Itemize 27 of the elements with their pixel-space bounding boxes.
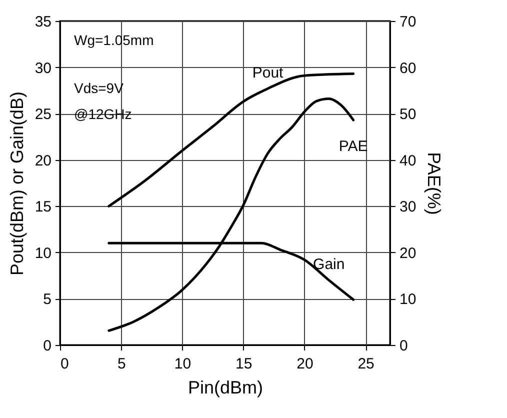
y-tick-label: 10 xyxy=(34,244,52,262)
x-tick-label: 15 xyxy=(235,356,252,372)
y2-tick-label: 20 xyxy=(400,244,416,262)
x-axis-title: Pin(dBm) xyxy=(188,378,264,398)
y2-tick-label: 60 xyxy=(400,60,416,77)
y-tick-label: 0 xyxy=(43,338,52,354)
y-tick-label: 25 xyxy=(34,106,52,124)
y-tick-label: 20 xyxy=(34,152,52,170)
y2-tick-label: 50 xyxy=(400,106,416,124)
y2-tick-label: 10 xyxy=(400,291,416,308)
x-tick-label: 25 xyxy=(358,356,374,372)
x-tick-label: 5 xyxy=(117,356,126,372)
x-tick-label: 10 xyxy=(174,356,192,372)
series-label: Pout xyxy=(252,64,284,82)
y2-tick-label: 70 xyxy=(400,14,416,30)
x-tick-label: 0 xyxy=(60,356,69,372)
y2-axis-title: PAE(%) xyxy=(424,152,444,215)
y-tick-label: 30 xyxy=(34,60,52,77)
y-tick-label: 15 xyxy=(34,198,52,216)
y2-tick-label: 0 xyxy=(400,338,408,354)
y2-tick-label: 40 xyxy=(400,152,416,170)
y-tick-label: 35 xyxy=(34,14,52,30)
y-tick-label: 5 xyxy=(43,291,52,308)
y2-tick-label: 30 xyxy=(400,198,416,216)
series-label: Gain xyxy=(313,256,345,274)
y-axis-title: Pout(dBm) or Gain(dB) xyxy=(6,91,27,276)
x-tick-label: 20 xyxy=(296,356,314,372)
